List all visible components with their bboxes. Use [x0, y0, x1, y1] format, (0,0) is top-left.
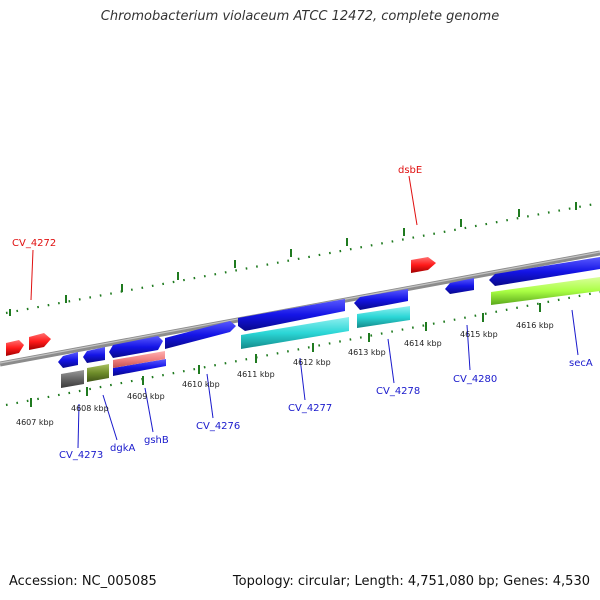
olive-feature[interactable]	[87, 364, 109, 382]
gene-label-secA[interactable]: secA	[569, 358, 593, 369]
gene-label-gshB[interactable]: gshB	[144, 435, 169, 446]
cds-features-forward	[165, 257, 600, 349]
cds-feature-dgkA[interactable]	[83, 347, 105, 363]
colored-features	[61, 277, 600, 388]
accession-text: Accession: NC_005085	[9, 574, 157, 589]
cds-feature[interactable]	[238, 299, 345, 331]
cds-feature[interactable]	[354, 289, 408, 310]
rna-feature[interactable]	[6, 340, 24, 356]
gene-label-cv4277[interactable]: CV_4277	[288, 403, 332, 414]
scale-label: 4608 kbp	[71, 404, 109, 413]
gray-feature[interactable]	[61, 370, 84, 388]
gene-label-cv4278[interactable]: CV_4278	[376, 386, 420, 397]
gene-label-cv4273[interactable]: CV_4273	[59, 450, 103, 461]
cds-features-reverse	[58, 336, 166, 376]
gene-label-cv4280[interactable]: CV_4280	[453, 374, 497, 385]
rna-feature-dsbE[interactable]	[411, 257, 436, 273]
gene-labels: CV_4272 dsbE CV_4273 dgkA gshB CV_4276 C…	[12, 165, 593, 461]
rna-feature-cv4272[interactable]	[29, 333, 51, 350]
scale-label: 4612 kbp	[293, 358, 331, 367]
scale-label: 4614 kbp	[404, 339, 442, 348]
pink-feature[interactable]	[113, 351, 165, 368]
scale-label: 4615 kbp	[460, 330, 498, 339]
scale-label: 4609 kbp	[127, 392, 165, 401]
tick-ring-inner-major	[30, 303, 541, 407]
genome-summary-text: Topology: circular; Length: 4,751,080 bp…	[232, 574, 590, 589]
cds-feature-gshB-lower[interactable]	[113, 359, 166, 376]
scale-label: 4616 kbp	[516, 321, 554, 330]
cyan-feature-cv4277[interactable]	[241, 317, 349, 349]
cds-feature[interactable]	[165, 321, 236, 349]
scale-label: 4607 kbp	[16, 418, 54, 427]
scale-label: 4613 kbp	[348, 348, 386, 357]
rna-features	[6, 257, 436, 356]
cds-feature[interactable]	[489, 257, 600, 286]
scale-label: 4611 kbp	[237, 370, 275, 379]
cds-feature-gshB[interactable]	[109, 336, 163, 358]
scale-labels: 4607 kbp 4608 kbp 4609 kbp 4610 kbp 4611…	[16, 321, 554, 427]
lime-feature-secA[interactable]	[491, 277, 600, 305]
tick-ring-outer-major	[9, 202, 577, 316]
cds-feature-cv4273[interactable]	[58, 352, 78, 368]
gene-label-cv4272[interactable]: CV_4272	[12, 238, 56, 249]
label-leaders	[30, 175, 579, 449]
map-title: Chromobacterium violaceum ATCC 12472, co…	[100, 9, 500, 24]
gene-label-dsbE[interactable]: dsbE	[398, 165, 422, 176]
cyan-feature-cv4278[interactable]	[357, 306, 410, 328]
cds-feature[interactable]	[445, 278, 474, 294]
gene-label-cv4276[interactable]: CV_4276	[196, 421, 240, 432]
scale-label: 4610 kbp	[182, 380, 220, 389]
gene-label-dgkA[interactable]: dgkA	[110, 443, 135, 454]
